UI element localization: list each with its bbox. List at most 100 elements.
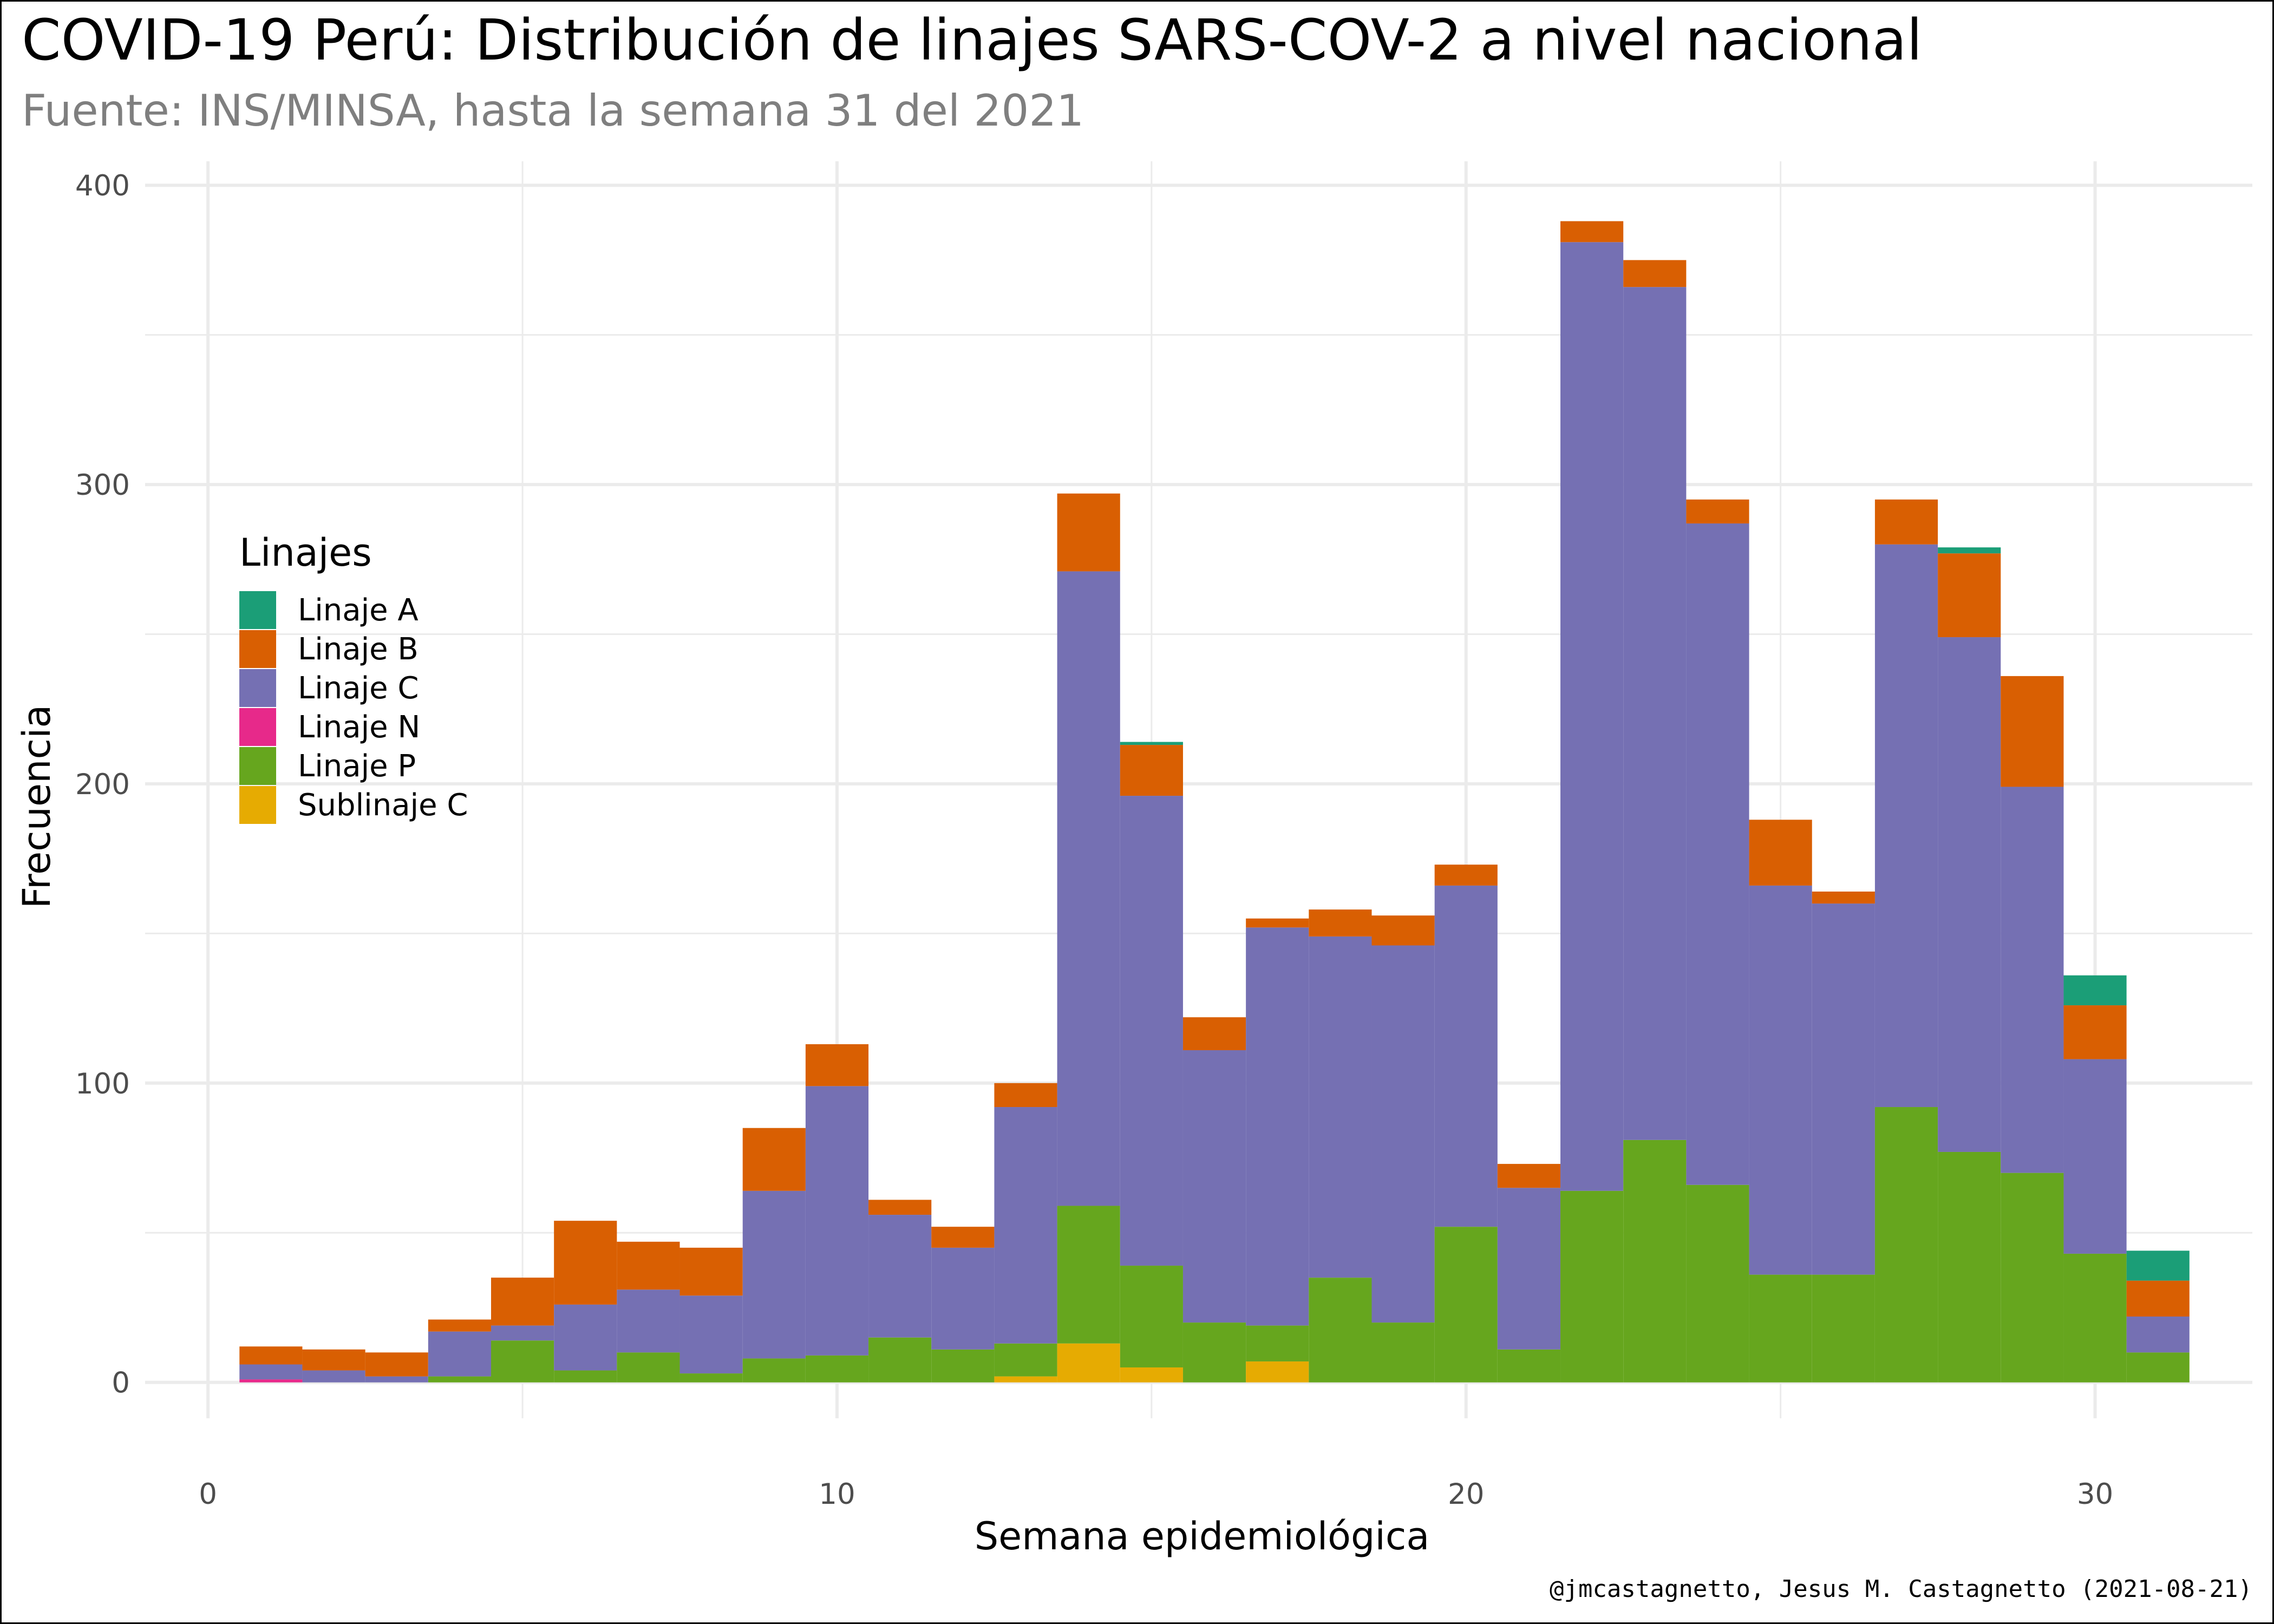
bar-segment-linaje-a: [1938, 547, 2001, 554]
legend-label: Linaje P: [298, 749, 416, 784]
bar-segment-linaje-c: [302, 1370, 365, 1383]
bar-segment-linaje-c: [2001, 787, 2064, 1173]
bar-segment-linaje-p: [931, 1349, 995, 1383]
bar-segment-linaje-p: [554, 1370, 617, 1383]
bar-segment-linaje-b: [239, 1346, 303, 1365]
chart-subtitle: Fuente: INS/MINSA, hasta la semana 31 de…: [22, 86, 1084, 136]
bar-segment-sublinaje-c: [1246, 1361, 1309, 1383]
bar-segment-linaje-p: [679, 1373, 743, 1383]
bar-segment-linaje-b: [365, 1352, 428, 1377]
legend: Linajes Linaje A Linaje B Linaje C Linaje N…: [239, 531, 468, 824]
bar-segment-linaje-b: [2126, 1280, 2190, 1317]
bar-segment-linaje-p: [2001, 1173, 2064, 1383]
bar-segment-linaje-b: [1309, 909, 1372, 937]
bar-segment-linaje-c: [1434, 885, 1498, 1227]
x-tick-label: 30: [2077, 1478, 2113, 1511]
bar-segment-sublinaje-c: [1120, 1367, 1183, 1383]
bar-segment-linaje-c: [2126, 1317, 2190, 1353]
bar-segment-linaje-p: [1874, 1107, 1938, 1383]
bar-segment-sublinaje-c: [1057, 1343, 1120, 1383]
bar-segment-linaje-c: [994, 1107, 1057, 1344]
x-axis-label: Semana epidemiológica: [975, 1514, 1430, 1558]
bar-segment-linaje-b: [679, 1247, 743, 1296]
bar-segment-linaje-c: [1623, 287, 1687, 1140]
bar-segment-linaje-a: [2063, 975, 2127, 1006]
bar-segment-linaje-c: [1309, 936, 1372, 1278]
bar-segment-linaje-b: [1749, 820, 1812, 886]
legend-swatch: [239, 669, 276, 707]
legend-label: Linaje C: [298, 671, 419, 706]
bar-segment-linaje-b: [1182, 1017, 1246, 1050]
bar-segment-linaje-a: [1120, 742, 1183, 745]
bar-segment-linaje-p: [1120, 1266, 1183, 1368]
bar-segment-linaje-c: [1120, 796, 1183, 1266]
bar-segment-linaje-n: [239, 1379, 303, 1383]
legend-swatch: [239, 708, 276, 746]
bar-segment-linaje-p: [805, 1355, 869, 1383]
bar-segment-linaje-p: [868, 1337, 932, 1383]
bar-segment-linaje-b: [868, 1200, 932, 1215]
legend-swatch: [239, 630, 276, 668]
bar-segment-linaje-p: [1686, 1184, 1749, 1383]
bar-segment-linaje-p: [617, 1352, 680, 1383]
x-tick-label: 10: [819, 1478, 855, 1511]
bar-segment-linaje-b: [554, 1221, 617, 1305]
bar-segment-linaje-c: [365, 1376, 428, 1383]
bar-segment-linaje-p: [1309, 1278, 1372, 1383]
bar-segment-linaje-b: [1497, 1164, 1561, 1188]
bar-segment-linaje-p: [1938, 1151, 2001, 1383]
bar-segment-linaje-b: [1057, 493, 1120, 572]
legend-title: Linajes: [239, 531, 372, 575]
bar-segment-linaje-c: [679, 1295, 743, 1374]
legend-label: Linaje N: [298, 710, 420, 745]
chart-caption: @jmcastagnetto, Jesus M. Castagnetto (20…: [1550, 1575, 2252, 1603]
y-axis-label: Frecuencia: [15, 705, 59, 909]
bar-segment-linaje-b: [994, 1083, 1057, 1108]
legend-label: Linaje A: [298, 593, 419, 628]
x-tick-label: 20: [1448, 1478, 1484, 1511]
bar-segment-linaje-c: [1812, 903, 1875, 1275]
bar-segment-linaje-b: [1371, 915, 1435, 946]
bar-segment-linaje-c: [1749, 885, 1812, 1275]
stacked-bars: [239, 221, 2190, 1383]
bar-segment-linaje-c: [617, 1289, 680, 1353]
bar-segment-linaje-c: [428, 1331, 491, 1377]
legend-swatch: [239, 786, 276, 824]
bar-segment-linaje-p: [1749, 1274, 1812, 1383]
bar-segment-linaje-b: [1812, 891, 1875, 904]
bar-segment-linaje-b: [1623, 260, 1687, 287]
bar-segment-linaje-b: [428, 1319, 491, 1332]
bar-segment-linaje-c: [1686, 523, 1749, 1185]
bar-segment-linaje-p: [491, 1340, 554, 1383]
bar-segment-linaje-p: [428, 1376, 491, 1383]
bar-segment-linaje-c: [742, 1190, 806, 1359]
bar-segment-linaje-c: [1874, 544, 1938, 1108]
chart-title: COVID-19 Perú: Distribución de linajes S…: [22, 7, 1922, 73]
bar-segment-linaje-p: [1246, 1325, 1309, 1361]
bar-segment-linaje-b: [1560, 221, 1624, 243]
bar-segment-linaje-b: [1434, 865, 1498, 886]
bar-segment-linaje-b: [1938, 553, 2001, 638]
bar-segment-linaje-c: [931, 1247, 995, 1350]
legend-label: Linaje B: [298, 632, 419, 667]
legend-label: Sublinaje C: [298, 788, 468, 823]
bar-segment-linaje-p: [2063, 1253, 2127, 1383]
bar-segment-linaje-p: [1497, 1349, 1561, 1383]
bar-segment-linaje-b: [1246, 918, 1309, 928]
y-tick-label: 400: [75, 169, 130, 202]
bar-segment-linaje-a: [2126, 1250, 2190, 1281]
legend-swatch: [239, 591, 276, 629]
bar-segment-linaje-c: [1182, 1050, 1246, 1323]
bar-segment-linaje-b: [2063, 1005, 2127, 1059]
bar-segment-linaje-c: [868, 1215, 932, 1338]
bar-segment-linaje-c: [239, 1364, 303, 1380]
bar-segment-linaje-c: [1560, 242, 1624, 1191]
bar-segment-linaje-c: [1371, 945, 1435, 1323]
y-tick-label: 100: [75, 1068, 130, 1101]
bar-segment-linaje-b: [302, 1349, 365, 1371]
bar-segment-linaje-p: [1623, 1140, 1687, 1383]
bar-segment-linaje-b: [742, 1128, 806, 1191]
